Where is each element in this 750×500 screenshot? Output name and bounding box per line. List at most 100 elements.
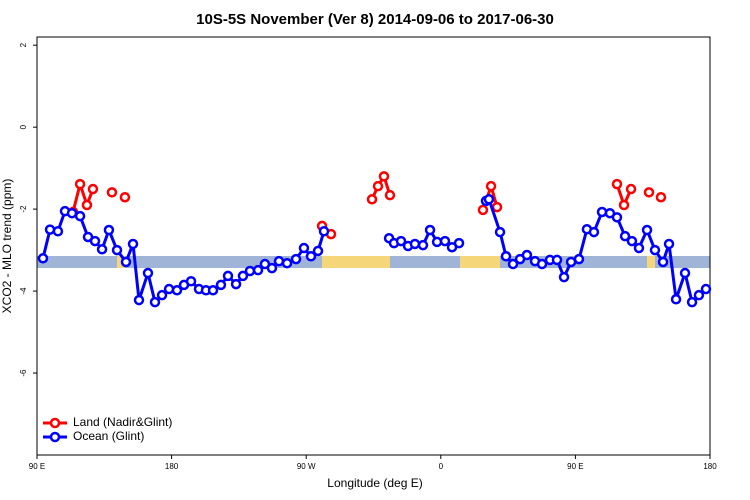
data-point <box>237 270 249 282</box>
y-tick-label: 2 <box>19 42 28 47</box>
data-point <box>312 245 324 257</box>
land-strip <box>460 256 500 268</box>
data-point <box>298 242 310 254</box>
data-point <box>120 256 132 268</box>
data-point <box>384 189 396 201</box>
y-tick-label: -2 <box>19 205 28 213</box>
data-point <box>305 250 317 262</box>
data-point <box>74 210 86 222</box>
data-point <box>700 283 712 295</box>
data-point <box>142 267 154 279</box>
data-point <box>318 225 330 237</box>
data-point <box>372 180 384 192</box>
data-point <box>663 238 675 250</box>
legend-label: Ocean (Glint) <box>73 429 144 443</box>
chart-title: 10S-5S November (Ver 8) 2014-09-06 to 20… <box>196 11 554 28</box>
data-point <box>641 224 653 236</box>
map-strip <box>37 256 710 268</box>
data-point <box>551 254 563 266</box>
data-point <box>252 264 264 276</box>
data-point <box>66 207 78 219</box>
data-point <box>439 235 451 247</box>
data-point <box>507 258 519 270</box>
data-point <box>618 199 630 211</box>
data-point <box>149 296 161 308</box>
x-tick-label: 90 W <box>297 462 316 471</box>
data-point <box>417 239 429 251</box>
data-point <box>494 226 506 238</box>
data-point <box>133 294 145 306</box>
legend-marker <box>49 431 61 443</box>
data-point <box>643 187 655 198</box>
data-point <box>611 178 623 190</box>
data-point <box>536 258 548 270</box>
data-point <box>156 289 168 301</box>
data-point <box>106 187 118 198</box>
plot-frame <box>36 36 711 456</box>
x-tick-label: 180 <box>165 462 179 471</box>
data-point <box>679 267 691 279</box>
data-point <box>424 224 436 236</box>
data-point <box>619 230 631 242</box>
data-point <box>163 283 175 295</box>
y-axis-label: XCO2 - MLO trend (ppm) <box>0 179 14 314</box>
x-axis-label: Longitude (deg E) <box>327 476 422 490</box>
data-point <box>491 201 503 213</box>
data-point <box>127 238 139 250</box>
x-tick-label: 90 E <box>567 462 583 471</box>
data-point <box>477 204 489 216</box>
data-point <box>81 199 93 211</box>
data-point <box>52 225 64 237</box>
x-tick-label: 0 <box>439 462 444 471</box>
data-point <box>670 294 682 305</box>
x-tick-label: 90 E <box>29 462 45 471</box>
data-point <box>626 235 638 247</box>
legend-label: Land (Nadir&Glint) <box>73 415 172 429</box>
series-line <box>73 176 661 234</box>
data-point <box>281 257 293 269</box>
data-point <box>207 285 219 296</box>
data-point <box>230 278 242 290</box>
data-point <box>185 275 197 287</box>
data-point <box>521 249 533 261</box>
data-point <box>44 224 56 235</box>
data-point <box>273 255 285 267</box>
data-point <box>366 194 378 205</box>
data-point <box>111 244 123 256</box>
data-point <box>649 244 661 256</box>
data-point <box>453 237 465 249</box>
data-point <box>244 265 256 277</box>
data-point <box>378 171 390 182</box>
data-point <box>625 183 637 195</box>
data-point <box>657 256 669 268</box>
data-point <box>103 224 115 236</box>
legend-marker <box>49 417 61 429</box>
data-point <box>409 238 421 250</box>
data-point <box>500 250 512 262</box>
data-point <box>611 212 623 223</box>
data-point <box>89 235 101 247</box>
x-tick-label: 180 <box>703 462 717 471</box>
data-point <box>596 206 608 218</box>
y-tick-label: -4 <box>19 287 28 295</box>
data-point <box>171 285 183 296</box>
data-point <box>633 242 645 254</box>
data-point <box>483 194 495 205</box>
data-point <box>87 183 99 195</box>
y-tick-label: 0 <box>19 124 28 129</box>
y-tick-label: -6 <box>19 369 28 377</box>
data-point <box>693 289 705 301</box>
data-point <box>686 296 698 308</box>
data-point <box>74 178 86 190</box>
data-point <box>96 244 108 255</box>
data-point <box>558 271 570 283</box>
data-point <box>290 253 302 265</box>
data-point <box>573 253 585 265</box>
data-point <box>485 180 497 192</box>
data-point <box>266 262 278 274</box>
data-point <box>655 191 667 203</box>
land-strip <box>322 256 390 268</box>
land-strip <box>647 256 655 268</box>
data-point <box>37 253 49 264</box>
